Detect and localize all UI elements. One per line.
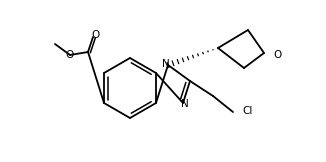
Text: N: N: [181, 99, 189, 109]
Text: O: O: [65, 50, 73, 60]
Text: Cl: Cl: [242, 106, 252, 116]
Text: N: N: [162, 59, 170, 69]
Text: O: O: [273, 50, 281, 60]
Text: O: O: [91, 30, 99, 40]
